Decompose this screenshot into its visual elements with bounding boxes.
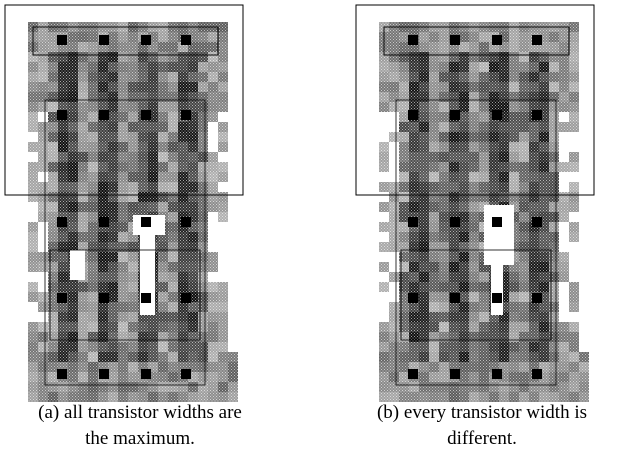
contact <box>408 110 418 120</box>
texture <box>379 22 589 402</box>
contact <box>492 110 502 120</box>
contact <box>532 35 542 45</box>
caption-line: the maximum. <box>85 428 195 449</box>
contact <box>450 217 460 227</box>
contact <box>57 369 67 379</box>
contact <box>408 35 418 45</box>
contact <box>57 217 67 227</box>
contact <box>99 293 109 303</box>
contact <box>141 369 151 379</box>
contact <box>181 369 191 379</box>
contact <box>408 217 418 227</box>
texture <box>28 22 238 402</box>
contact <box>141 293 151 303</box>
contact <box>181 110 191 120</box>
contact <box>141 217 151 227</box>
contact <box>532 217 542 227</box>
contact <box>181 293 191 303</box>
contact <box>492 369 502 379</box>
contact <box>181 217 191 227</box>
contact <box>492 217 502 227</box>
contact <box>57 293 67 303</box>
contact <box>141 35 151 45</box>
contact <box>99 35 109 45</box>
figure: (a) all transistor widths are the maximu… <box>0 0 624 459</box>
caption-line: different. <box>447 428 517 449</box>
contact <box>57 35 67 45</box>
contact <box>99 110 109 120</box>
layout-panel-a <box>5 5 243 402</box>
contact <box>408 293 418 303</box>
caption-line: (a) all transistor widths are <box>38 402 242 423</box>
contact <box>408 369 418 379</box>
contact <box>532 369 542 379</box>
contact <box>181 35 191 45</box>
layout-panel-b <box>356 5 594 402</box>
contact <box>99 217 109 227</box>
contact <box>450 293 460 303</box>
contact <box>99 369 109 379</box>
contact <box>450 35 460 45</box>
contact <box>532 110 542 120</box>
caption-line: (b) every transistor width is <box>377 402 587 423</box>
contact <box>57 110 67 120</box>
contact <box>450 110 460 120</box>
contact <box>532 293 542 303</box>
contact <box>141 110 151 120</box>
contact <box>492 293 502 303</box>
contact <box>450 369 460 379</box>
contact <box>492 35 502 45</box>
